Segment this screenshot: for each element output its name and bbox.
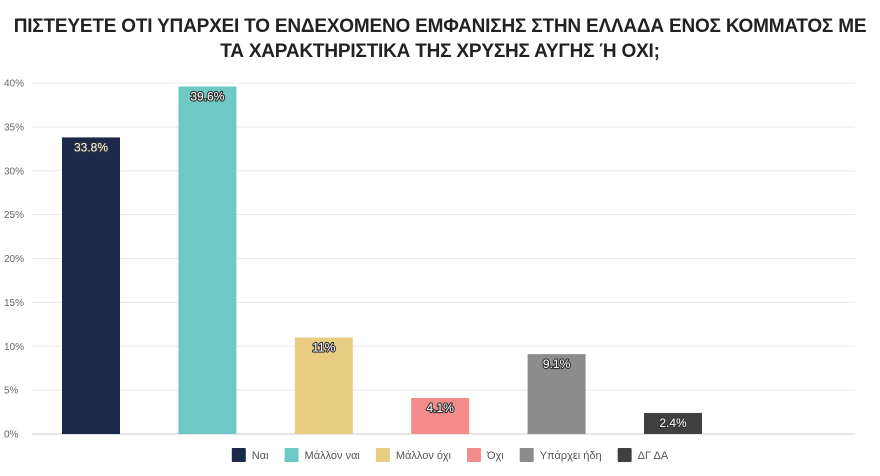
data-label: 39.6% <box>190 90 224 104</box>
data-labels: 33.8% 39.6% 11% 4.1% 9.1% 2.4% <box>73 88 688 431</box>
y-tick-label: 20% <box>4 254 24 265</box>
legend-swatch <box>617 448 632 462</box>
bar <box>62 137 120 434</box>
legend-swatch <box>284 448 299 462</box>
bar <box>294 337 353 434</box>
gridlines <box>32 82 855 435</box>
legend-swatch <box>375 448 390 462</box>
legend-label: ΔΓ ΔΑ <box>638 450 669 462</box>
bar <box>527 354 586 434</box>
y-tick-label: 15% <box>4 298 24 309</box>
y-tick-label: 25% <box>4 210 24 221</box>
legend-label: Υπάρχει ήδη <box>540 450 602 462</box>
data-label: 33.8% <box>74 140 108 154</box>
data-label: 9.1% <box>543 357 571 371</box>
legend-label: Μάλλον ναι <box>305 450 361 462</box>
data-label: 4.1% <box>427 401 455 415</box>
legend-swatch <box>231 448 246 462</box>
data-label: 11% <box>312 340 335 354</box>
y-tick-label: 30% <box>4 166 24 177</box>
legend-label: Μάλλον όχι <box>396 450 452 462</box>
legend-swatch <box>466 448 481 462</box>
y-tick-label: 10% <box>4 342 24 353</box>
y-axis-tick-labels: 0% 5% 10% 15% 20% 25% 30% 35% 40% <box>4 79 24 441</box>
legend-label: Όχι <box>486 450 504 462</box>
bars <box>62 86 702 434</box>
y-tick-label: 40% <box>4 79 24 90</box>
legend-label: Ναι <box>252 450 269 462</box>
y-tick-label: 35% <box>4 122 24 133</box>
legend: Ναι Μάλλον ναι Μάλλον όχι Όχι Υπάρχει ήδη ΔΓ … <box>231 448 669 462</box>
data-label: 2.4% <box>659 416 687 430</box>
legend-swatch <box>519 448 534 462</box>
y-tick-label: 0% <box>4 430 19 441</box>
bar <box>178 86 237 434</box>
bar <box>644 412 702 434</box>
y-tick-label: 5% <box>4 386 19 397</box>
bar <box>411 398 470 434</box>
chart-title: ΠΙΣΤΕΥΕΤΕ ΟΤΙ ΥΠΑΡΧΕΙ ΤΟ ΕΝΔΕΧΟΜΕΝΟ ΕΜΦΑ… <box>13 16 867 62</box>
